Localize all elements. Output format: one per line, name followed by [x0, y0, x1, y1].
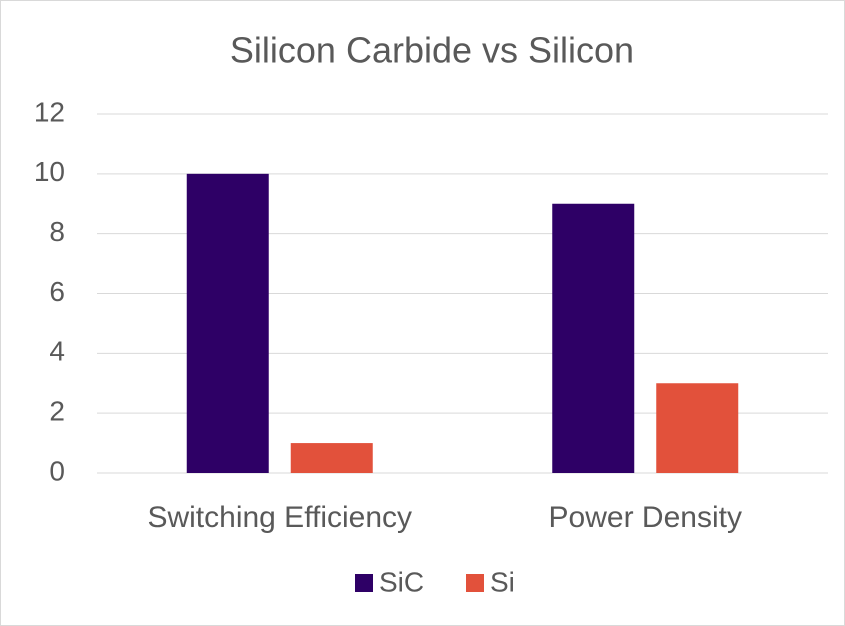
- legend-label: Si: [490, 566, 515, 597]
- y-tick-label: 6: [49, 276, 65, 307]
- y-tick-label: 2: [49, 396, 65, 427]
- x-tick-label: Switching Efficiency: [147, 501, 412, 534]
- y-tick-label: 10: [34, 156, 65, 187]
- legend-swatch: [355, 574, 373, 592]
- bar: [656, 383, 739, 473]
- x-tick-label: Power Density: [549, 501, 742, 534]
- legend-swatch: [466, 574, 484, 592]
- y-tick-label: 12: [34, 96, 65, 127]
- bar: [186, 173, 269, 474]
- chart-title: Silicon Carbide vs Silicon: [230, 30, 634, 71]
- y-tick-label: 0: [49, 455, 65, 486]
- y-tick-label: 4: [49, 336, 65, 367]
- bar: [290, 443, 373, 473]
- legend-label: SiC: [379, 566, 424, 597]
- y-tick-label: 8: [49, 216, 65, 247]
- bar: [552, 203, 635, 473]
